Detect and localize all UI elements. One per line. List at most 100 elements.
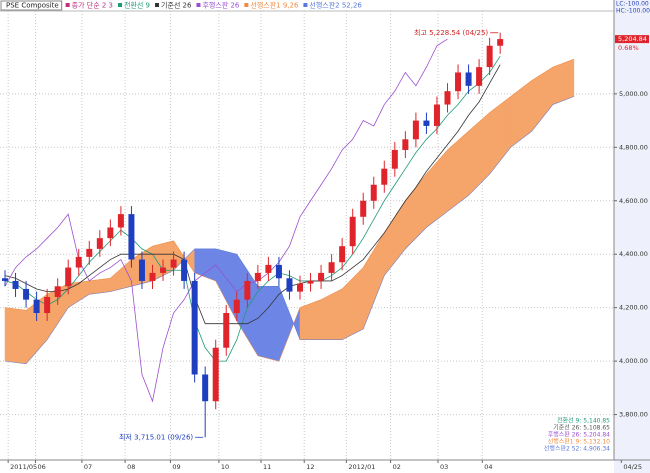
x-tick-label: 02 (393, 463, 401, 471)
candle-body (170, 259, 177, 268)
x-tick-label: 04 (484, 463, 492, 471)
legend-entry: 선행스판2 52,26 (309, 1, 362, 10)
y-tick-label: 4,800.00 (619, 143, 648, 151)
y-tick-label: 4,200.00 (619, 304, 648, 312)
candle-body (402, 139, 409, 150)
x-tick-label: 2012/01 (348, 463, 375, 471)
y-tick-label: 5,000.00 (619, 90, 648, 98)
candle-body (360, 200, 367, 217)
y-tick-label: 4,400.00 (619, 250, 648, 258)
candle-body (54, 286, 61, 297)
status-line: 전환선 9: 5,140.85 (557, 417, 610, 425)
legend-swatch (65, 3, 70, 7)
cloud-segment (257, 286, 280, 362)
candle-body (412, 120, 419, 140)
candle-body (497, 39, 504, 46)
status-line: 선행스판1 9: 5,132.10 (548, 438, 610, 446)
candle-body (65, 267, 72, 287)
candle-body (444, 91, 451, 105)
candle-body (297, 283, 303, 292)
cloud-line (4, 96, 575, 365)
candle-body (202, 374, 209, 402)
candle-body (138, 259, 145, 281)
x-tick-label: 07 (84, 463, 92, 471)
cloud-segment (4, 307, 27, 365)
legend-swatch (244, 3, 249, 7)
candle-body (33, 299, 40, 314)
candle-body (96, 238, 103, 249)
candle-body (12, 280, 19, 289)
indicator-line (4, 55, 501, 362)
y-tick-label: 3,800.00 (619, 411, 648, 419)
legend-swatch (303, 3, 308, 7)
status-line: 선행스판2 52: 4,906.34 (544, 445, 610, 453)
chart-title: PSE Composite (6, 2, 59, 10)
candle-body (286, 278, 293, 292)
cloud (4, 58, 575, 365)
candle-body (391, 149, 398, 169)
legend-entry: 선행스판1 9,26 (250, 1, 299, 10)
candle-body (75, 256, 82, 268)
x-tick-label: 03 (440, 463, 448, 471)
candle-body (328, 262, 335, 273)
candles (2, 32, 504, 438)
candle-body (349, 216, 356, 247)
candle-body (212, 347, 219, 402)
candle-body (307, 280, 314, 284)
annotation: 최고 5,228.54 (04/25) (414, 28, 488, 37)
legend-swatch (155, 3, 160, 7)
candle-body (149, 272, 156, 281)
legend-swatch (118, 3, 123, 7)
candle-body (476, 67, 483, 86)
x-tick-label: 11 (263, 463, 271, 471)
candle-body (486, 45, 493, 68)
candle-body (275, 264, 282, 279)
candle-body (86, 248, 93, 257)
hc-label: HC:-100.00 (616, 8, 650, 15)
candle-body (128, 214, 135, 260)
lines (4, 38, 575, 403)
candle-body (318, 272, 325, 281)
candle-body (2, 278, 8, 281)
change-label: 0.68% (618, 44, 639, 52)
candle-body (339, 246, 346, 263)
price-label: 5,204.84 (618, 35, 647, 43)
candle-body (423, 120, 430, 126)
header: PSE Composite 종가 단순 2 3 전환선 9 기준선 26 후행스판 26… (0, 0, 362, 11)
lc-label: LC:-100.00 (616, 1, 649, 8)
x-tick-label: 12 (306, 463, 314, 471)
status-line: 기준선 26: 5,108.65 (553, 424, 610, 432)
labels: 3,800.00 4,000.00 4,200.00 4,400.00 4,600.00… (10, 1, 650, 472)
candle-body (244, 280, 251, 300)
legend-entry: 전환선 9 (124, 1, 150, 10)
candle-body (455, 72, 462, 92)
x-tick-label: 04/25 (623, 463, 642, 471)
candle-body (107, 227, 114, 239)
legend-entry: 기준선 26 (161, 1, 192, 10)
legend-entry: 종가 단순 2 3 (72, 1, 113, 10)
candle-body (181, 259, 188, 281)
x-tick-label: 10 (221, 463, 229, 471)
price-tag (615, 35, 649, 44)
candle-body (117, 214, 124, 228)
x-tick-label: 08 (127, 463, 135, 471)
candle-body (23, 288, 30, 300)
legend-entry: 후행스판 26 (202, 1, 239, 10)
candle-body (254, 272, 261, 281)
x-tick-label: 09 (172, 463, 180, 471)
candle-body (191, 280, 198, 375)
candle-body (381, 168, 388, 185)
title-box (0, 0, 63, 11)
candle-body (233, 299, 240, 314)
grid (0, 11, 622, 463)
legend-swatch (196, 3, 201, 7)
candle-body (370, 184, 377, 201)
y-tick-label: 4,000.00 (619, 357, 648, 365)
cloud-line (4, 58, 575, 362)
candle-body (265, 264, 272, 273)
candle-body (44, 296, 51, 314)
candle-body (223, 313, 230, 348)
x-tick-label: 2011/05 (10, 463, 37, 471)
annotation: 최저 3,715.01 (09/26) (119, 432, 193, 441)
